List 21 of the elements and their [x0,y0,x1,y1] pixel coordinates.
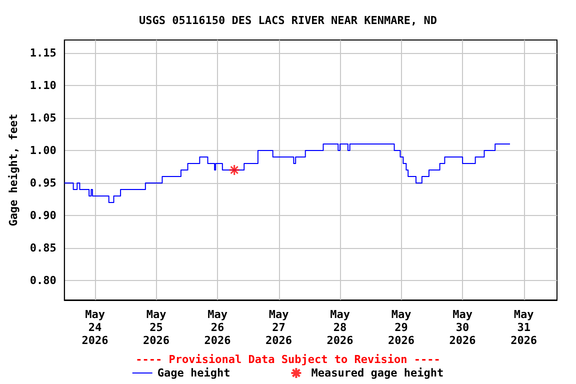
y-tick-label: 0.85 [30,242,56,254]
chart-title: USGS 05116150 DES LACS RIVER NEAR KENMARE, ND [138,14,438,27]
x-tick-label: May 27 2026 [266,308,292,347]
legend-label: Gage height [157,366,230,380]
y-axis-title: Gage height, feet [7,114,20,226]
x-tick-label: May 29 2026 [388,308,415,347]
x-tick-label: May 28 2026 [326,308,354,347]
y-tick-label: 1.10 [30,79,56,92]
x-tick-label: May 26 2026 [204,308,232,347]
y-tick-label: 0.90 [30,209,56,222]
y-tick-label: 1.05 [30,112,56,124]
y-tick-label: 0.95 [30,176,56,190]
x-tick-label: May 31 2026 [510,308,538,347]
y-tick-label: 0.80 [30,274,56,287]
x-tick-label: May 25 2026 [143,308,170,347]
text: ---- Provisional Data Subject to Revision ---- [136,353,440,366]
legend-label: Measured gage height [311,366,444,380]
y-tick-label: 1.00 [30,144,56,157]
y-tick-label: 1.15 [30,46,56,60]
x-tick-label: May 30 2026 [449,308,476,347]
x-tick-label: May 24 2026 [82,308,109,347]
